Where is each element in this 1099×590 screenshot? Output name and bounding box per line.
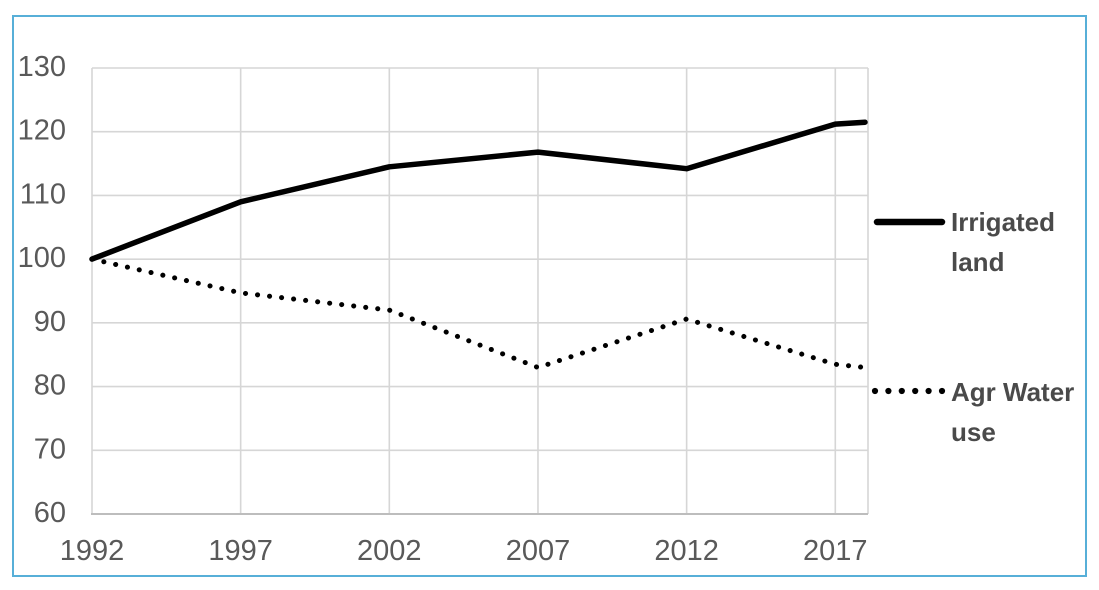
y-axis-tick-label: 60 xyxy=(34,497,66,529)
legend-label-irrigated-land: Irrigated land xyxy=(951,207,1056,277)
y-axis-tick-label: 70 xyxy=(34,433,66,465)
y-axis-tick-label: 90 xyxy=(34,306,66,338)
y-axis-tick-label: 80 xyxy=(34,370,66,402)
x-axis-tick-label: 1992 xyxy=(60,535,125,567)
dotted-line-swatch-icon xyxy=(871,387,946,395)
series-line-irrigated-land xyxy=(89,119,868,262)
x-axis-tick-label: 1997 xyxy=(208,535,273,567)
chart-frame: 60 70 80 90 100 110 120 130 1992 1997 2002 2007 2012… xyxy=(12,15,1087,577)
legend-item-irrigated-land: Irrigated land xyxy=(873,202,1099,282)
solid-line-swatch-icon xyxy=(873,218,946,226)
x-axis-tick-label: 2002 xyxy=(357,535,422,567)
y-axis-tick-label: 130 xyxy=(18,51,66,83)
line-chart-plot: 60 70 80 90 100 110 120 130 1992 1997 2002 2007 2012… xyxy=(18,51,869,567)
x-axis-tick-label: 2017 xyxy=(803,535,868,567)
legend-label-agr-water-use: Agr Water use xyxy=(951,377,1075,447)
legend-item-agr-water-use: Agr Water use xyxy=(871,372,1099,452)
x-axis-tick-label: 2012 xyxy=(654,535,719,567)
series-line-agr-water-use xyxy=(89,256,868,370)
y-axis-tick-label: 120 xyxy=(18,115,66,147)
y-axis-tick-label: 110 xyxy=(20,178,66,210)
y-axis-tick-label: 100 xyxy=(18,242,66,274)
x-axis-tick-label: 2007 xyxy=(506,535,571,567)
